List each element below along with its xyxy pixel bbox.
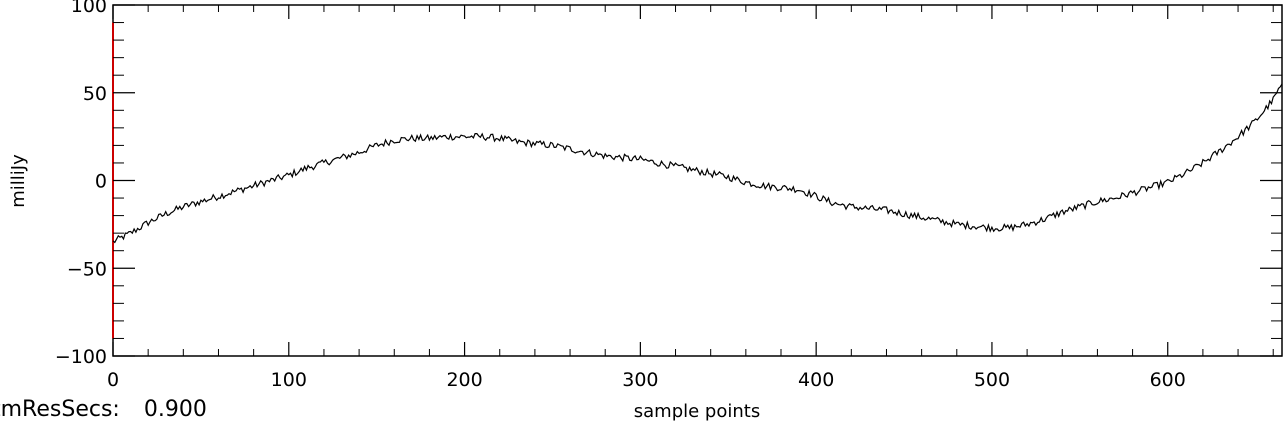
y-axis-title: milliJy — [8, 154, 29, 208]
y-tick-label: 50 — [83, 83, 107, 105]
x-tick-label: 600 — [1150, 369, 1186, 391]
resolution-label: tmResSecs: — [0, 397, 120, 422]
plot-frame — [112, 4, 1283, 357]
y-tick-label: 100 — [71, 0, 107, 17]
x-tick-label: 0 — [107, 369, 119, 391]
x-tick-label: 200 — [446, 369, 482, 391]
y-tick-label: 0 — [95, 171, 107, 193]
x-tick-label: 500 — [974, 369, 1010, 391]
y-tick-label: −100 — [55, 346, 107, 368]
resolution-value: 0.900 — [143, 397, 207, 422]
series-line — [112, 83, 1283, 244]
resolution-readout: tmResSecs: 0.900 — [0, 397, 207, 422]
tick-labels: 0 100 200 300 400 500 600 −100 −50 0 50 100 — [55, 0, 1186, 391]
axis-ticks — [112, 4, 1282, 357]
x-tick-label: 100 — [271, 369, 307, 391]
x-axis-title: sample points — [634, 401, 760, 422]
x-tick-label: 400 — [798, 369, 834, 391]
x-tick-label: 300 — [622, 369, 658, 391]
y-tick-label: −50 — [67, 258, 107, 280]
